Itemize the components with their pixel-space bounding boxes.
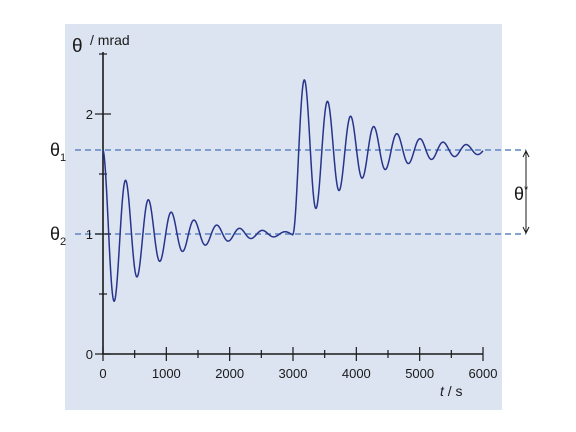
y-axis-unit: / mrad: [90, 32, 130, 48]
x-tick-label: 2000: [215, 366, 244, 381]
reference-label-symbol: θ: [50, 140, 60, 160]
reference-label-symbol: θ: [50, 224, 60, 244]
reference-label-subscript: 2: [60, 236, 66, 248]
reference-label-2: θ2: [50, 224, 66, 248]
x-tick-label: 3000: [279, 366, 308, 381]
x-axis: 0 1000 2000 3000 4000 5000 6000: [99, 347, 497, 381]
difference-label-symbol: θ: [514, 184, 524, 204]
reference-label-1: θ1: [50, 140, 66, 164]
difference-bracket: θ*: [514, 149, 530, 235]
x-axis-unit: / s: [444, 383, 463, 399]
x-tick-label: 6000: [469, 366, 498, 381]
x-axis-symbol: t: [440, 383, 445, 399]
y-tick-label: 0: [86, 347, 93, 362]
x-tick-label: 1000: [152, 366, 181, 381]
difference-label-superscript: *: [524, 184, 529, 196]
x-axis-title: t / s: [440, 383, 463, 399]
series-line: [102, 79, 484, 302]
plot-background: [65, 24, 502, 410]
x-tick-label: 4000: [342, 366, 371, 381]
bracket-arrow-up: [522, 149, 530, 158]
y-tick-label: 2: [86, 107, 93, 122]
bracket-arrow-down: [522, 226, 530, 235]
y-tick-label: 1: [86, 227, 93, 242]
reference-label-subscript: 1: [60, 152, 66, 164]
x-tick-label: 0: [99, 366, 106, 381]
difference-label: θ*: [514, 184, 529, 204]
x-tick-label: 5000: [405, 366, 434, 381]
y-axis-symbol: θ: [72, 36, 83, 57]
